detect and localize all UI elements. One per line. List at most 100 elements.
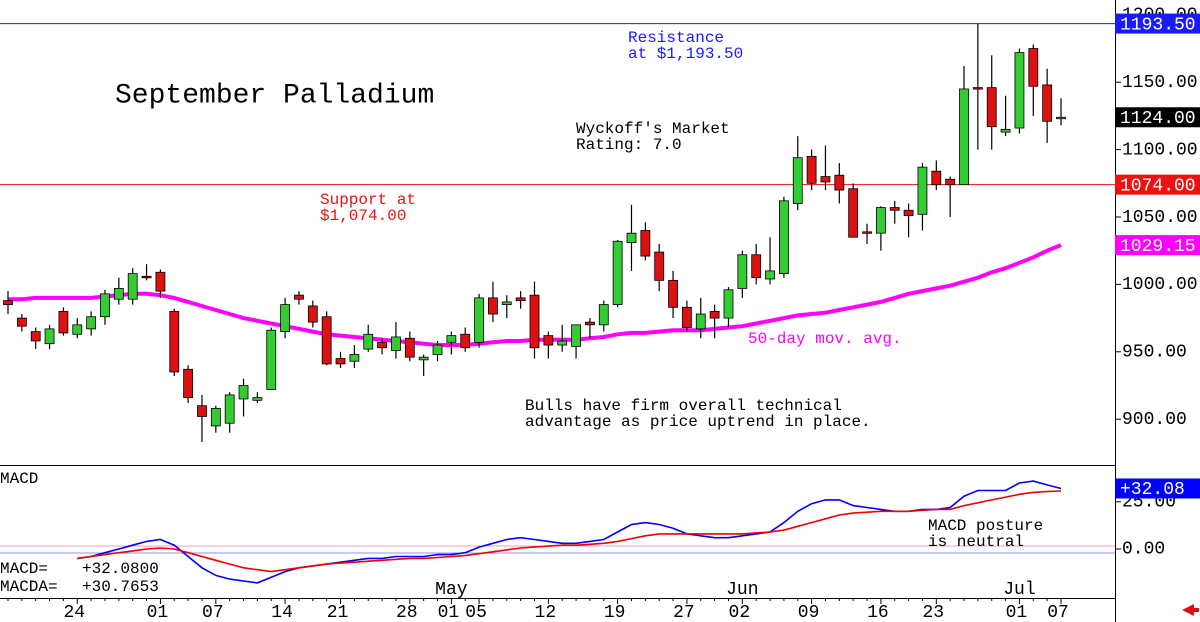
candle-body [363, 333, 374, 350]
annotation: Wyckoff's Market [576, 120, 730, 138]
candle-body [1028, 48, 1039, 87]
candle-body [571, 324, 581, 347]
candle-body [598, 304, 609, 326]
x-tick-label: 23 [922, 603, 944, 622]
x-tick-label: 07 [202, 603, 224, 622]
panel-title: MACD [0, 470, 38, 488]
level-annotation: Support at [320, 191, 416, 209]
scroll-arrow[interactable] [1182, 604, 1199, 616]
candle-body [58, 310, 69, 334]
month-label: Jul [1003, 580, 1035, 600]
candle-body [127, 273, 138, 300]
candle-body [349, 354, 360, 362]
legend-value: +30.7653 [82, 578, 159, 596]
candle-body [404, 337, 415, 358]
candle-body [155, 271, 166, 292]
candle-body [1014, 52, 1025, 129]
annotation: MACD posture [928, 517, 1043, 535]
candle-body [986, 87, 997, 128]
candle-body [917, 166, 928, 215]
candle-body [432, 344, 443, 355]
candle-body [141, 275, 152, 279]
y-tick-label: 1150.00 [1122, 73, 1198, 93]
candle-body [3, 300, 13, 306]
month-label: May [435, 580, 468, 600]
candle-body [557, 340, 568, 346]
candle-body [72, 324, 83, 335]
y-tick-label: 0.00 [1122, 540, 1165, 560]
candle-body [377, 341, 387, 349]
candle-body [197, 405, 207, 417]
month-label: Jun [726, 580, 758, 600]
candle-body [695, 313, 706, 330]
candle-body [543, 335, 554, 346]
candle-body [820, 176, 831, 183]
x-tick-label: 27 [673, 603, 695, 622]
x-tick-label: 02 [729, 603, 751, 622]
candle-body [972, 87, 983, 90]
y-tick-label: 1050.00 [1122, 208, 1198, 228]
x-tick-label: 07 [1047, 603, 1069, 622]
level-tag-box [1115, 174, 1200, 195]
macd-line [77, 490, 1062, 573]
candle-body [848, 188, 859, 238]
candle-body [737, 254, 748, 289]
candle-body [266, 329, 277, 390]
level-tag: 1074.00 [1120, 176, 1196, 196]
legend-name: MACD= [0, 560, 48, 578]
y-tick-label: 950.00 [1122, 343, 1187, 363]
candle-body [875, 207, 886, 234]
candle-body [252, 397, 263, 401]
x-tick-label: 01 [438, 603, 460, 622]
candle-body [44, 328, 55, 345]
candle-body [1000, 128, 1011, 133]
candle-body [682, 306, 692, 328]
candle-body [640, 230, 651, 257]
candle-body [169, 310, 180, 373]
candle-body [709, 310, 720, 319]
candle-body [30, 331, 41, 342]
candle-body [931, 170, 942, 186]
last-price-tag: 1124.00 [1120, 109, 1196, 129]
moving-average-tag: 1029.15 [1120, 237, 1196, 257]
candle-body [307, 305, 318, 323]
candle-body [585, 321, 595, 326]
macd-tag-box [1115, 478, 1200, 499]
candle-body [765, 270, 775, 280]
level-annotation: Resistance [628, 29, 724, 47]
chart-title: September Palladium [115, 80, 434, 111]
candle-body [778, 200, 789, 275]
last-price-tag-box [1115, 107, 1200, 128]
candle-body [959, 88, 969, 186]
level-tag-box [1115, 13, 1200, 34]
candle-body [238, 385, 249, 400]
level-annotation: $1,074.00 [320, 207, 406, 225]
x-tick-label: 12 [535, 603, 557, 622]
candle-body [113, 288, 124, 300]
candle-body [723, 289, 734, 319]
candle-body [834, 174, 845, 191]
candle-body [224, 394, 235, 424]
x-tick-label: 28 [396, 603, 418, 622]
candle-body [16, 317, 27, 327]
candle-body [654, 251, 665, 281]
candle-body [86, 316, 97, 330]
candle-body [183, 368, 194, 399]
level-tag: 1193.50 [1120, 15, 1196, 35]
legend-value: +32.0800 [82, 560, 159, 578]
legend-name: MACDA= [0, 578, 58, 596]
annotation: is neutral [928, 533, 1024, 551]
annotation: advantage as price uptrend in place. [525, 413, 871, 431]
candle-body [1042, 84, 1053, 122]
candle-body [862, 231, 872, 234]
x-tick-label: 09 [798, 603, 820, 622]
candle-body [501, 301, 512, 306]
candle-body [626, 232, 637, 244]
candle-body [210, 407, 221, 427]
x-tick-label: 01 [1006, 603, 1028, 622]
candle-body [294, 294, 304, 300]
x-tick-label: 05 [465, 603, 487, 622]
annotation: Rating: 7.0 [576, 136, 682, 154]
candle-body [612, 240, 623, 306]
